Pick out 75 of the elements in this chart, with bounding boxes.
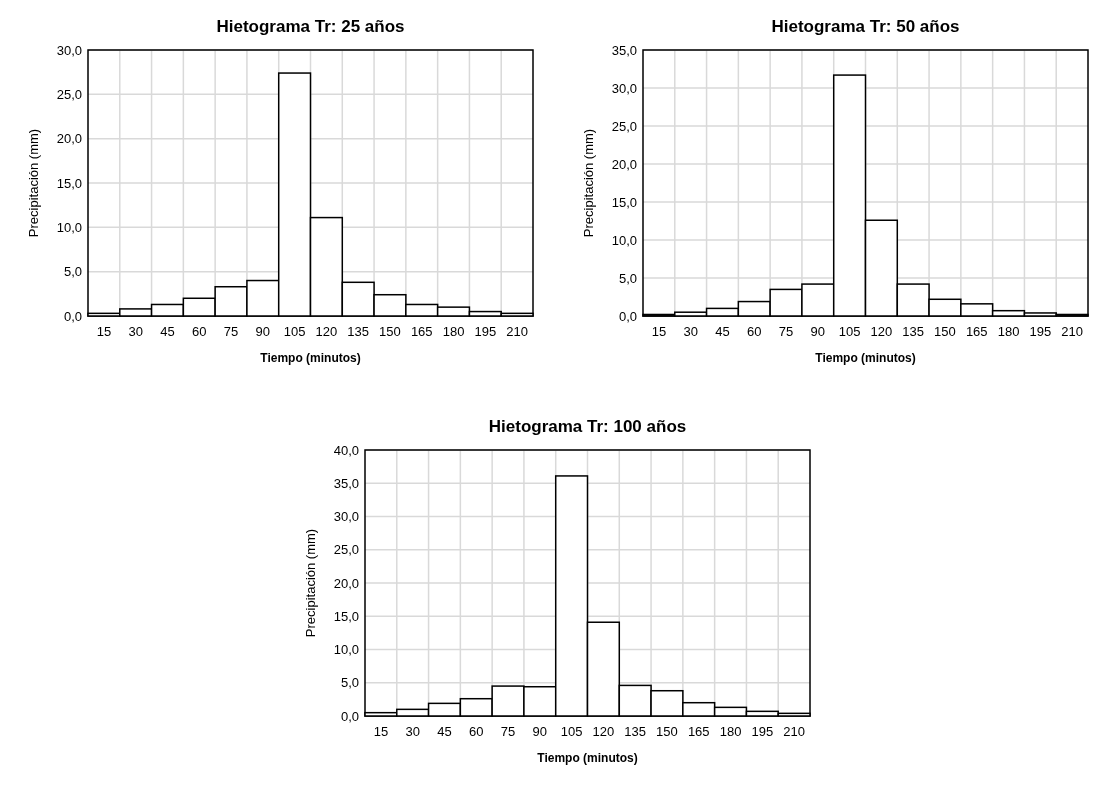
x-tick-label: 120 <box>315 324 338 339</box>
x-tick-label: 150 <box>656 724 678 739</box>
y-tick-label: 15,0 <box>333 608 359 624</box>
x-tick-label: 60 <box>469 724 484 739</box>
x-tick-label: 15 <box>96 324 112 339</box>
y-tick-label: 0,0 <box>340 708 359 724</box>
x-tick-label: 150 <box>379 324 401 339</box>
x-tick-label: 75 <box>778 324 794 339</box>
x-tick-label: 105 <box>283 324 306 339</box>
x-tick-label: 165 <box>965 324 988 339</box>
y-tick-label: 30,0 <box>611 80 637 96</box>
y-tick-label: 35,0 <box>333 475 359 491</box>
x-tick-label: 180 <box>997 324 1020 339</box>
x-axis-title: Tiempo (minutos) <box>260 351 361 365</box>
x-tick-label: 210 <box>783 724 805 739</box>
x-tick-label: 135 <box>902 324 925 339</box>
x-tick-label: 195 <box>474 324 497 339</box>
x-tick-label: 45 <box>437 724 452 739</box>
y-tick-label: 20,0 <box>56 131 82 147</box>
x-tick-label: 90 <box>255 324 271 339</box>
x-tick-label: 120 <box>870 324 893 339</box>
y-tick-label: 25,0 <box>56 86 82 102</box>
y-tick-label: 30,0 <box>56 42 82 58</box>
x-tick-label: 210 <box>506 324 528 339</box>
x-tick-label: 180 <box>719 724 742 739</box>
x-tick-label: 120 <box>592 724 615 739</box>
y-tick-label: 20,0 <box>611 156 637 172</box>
x-tick-label: 105 <box>838 324 861 339</box>
y-axis-title: Precipitación (mm) <box>581 128 596 238</box>
x-tick-label: 180 <box>442 324 465 339</box>
y-tick-label: 30,0 <box>333 509 359 525</box>
x-axis-title: Tiempo (minutos) <box>815 351 916 365</box>
chart-title: Hietograma Tr: 50 años <box>771 17 960 36</box>
y-tick-label: 10,0 <box>611 232 637 248</box>
x-tick-label: 30 <box>683 324 698 339</box>
y-tick-label: 0,0 <box>63 308 82 324</box>
y-tick-label: 15,0 <box>611 194 637 210</box>
y-tick-label: 5,0 <box>618 270 637 286</box>
x-tick-label: 75 <box>500 724 516 739</box>
x-tick-label: 210 <box>1061 324 1083 339</box>
x-tick-label: 135 <box>624 724 647 739</box>
chart-title: Hietograma Tr: 25 años <box>216 17 405 36</box>
x-tick-label: 135 <box>347 324 370 339</box>
x-tick-label: 90 <box>532 724 548 739</box>
y-axis-title: Precipitación (mm) <box>26 128 41 238</box>
x-tick-label: 60 <box>747 324 762 339</box>
x-tick-label: 45 <box>715 324 730 339</box>
x-tick-label: 15 <box>651 324 667 339</box>
y-axis-title: Precipitación (mm) <box>303 528 318 638</box>
x-tick-label: 195 <box>751 724 774 739</box>
x-tick-label: 15 <box>373 724 389 739</box>
x-tick-label: 165 <box>410 324 433 339</box>
x-tick-label: 30 <box>405 724 420 739</box>
y-tick-label: 20,0 <box>333 575 359 591</box>
y-tick-label: 0,0 <box>618 308 637 324</box>
y-tick-label: 5,0 <box>63 264 82 280</box>
x-axis-title: Tiempo (minutos) <box>537 751 638 765</box>
y-tick-label: 35,0 <box>611 42 637 58</box>
y-tick-label: 5,0 <box>340 675 359 691</box>
y-tick-label: 25,0 <box>333 542 359 558</box>
x-tick-label: 45 <box>160 324 175 339</box>
y-tick-label: 25,0 <box>611 118 637 134</box>
x-tick-label: 90 <box>810 324 826 339</box>
x-tick-label: 165 <box>687 724 710 739</box>
y-tick-label: 15,0 <box>56 175 82 191</box>
x-tick-label: 150 <box>934 324 956 339</box>
y-tick-label: 10,0 <box>56 219 82 235</box>
x-tick-label: 60 <box>192 324 207 339</box>
x-tick-label: 105 <box>560 724 583 739</box>
x-tick-label: 195 <box>1029 324 1052 339</box>
y-tick-label: 40,0 <box>333 442 359 458</box>
x-tick-label: 30 <box>128 324 143 339</box>
chart-title: Hietograma Tr: 100 años <box>488 417 687 436</box>
y-tick-label: 10,0 <box>333 642 359 658</box>
x-tick-label: 75 <box>223 324 239 339</box>
